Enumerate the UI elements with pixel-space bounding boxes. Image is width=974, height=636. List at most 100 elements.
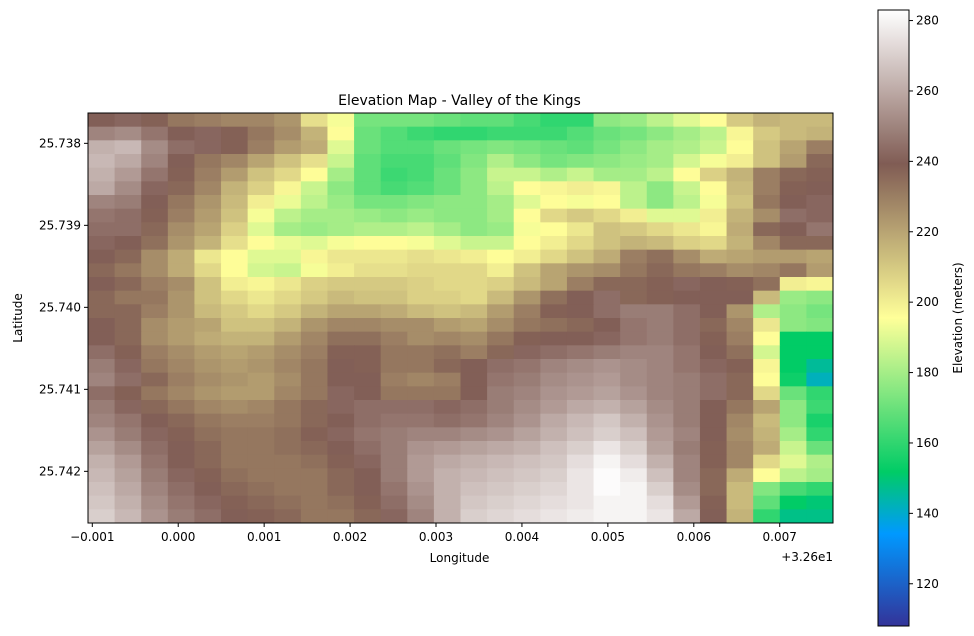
heatmap-cell <box>726 386 754 401</box>
heatmap-cell <box>513 113 541 128</box>
heatmap-cell <box>221 331 249 346</box>
heatmap-cell <box>433 318 461 333</box>
heatmap-cell <box>327 181 355 196</box>
heatmap-cell <box>779 454 807 469</box>
heatmap-cell <box>221 359 249 374</box>
heatmap-cell <box>487 208 515 223</box>
heatmap-cell <box>487 345 515 360</box>
heatmap-cell <box>221 290 249 305</box>
heatmap-cell <box>247 468 275 483</box>
heatmap-cell <box>247 208 275 223</box>
heatmap-cell <box>779 154 807 169</box>
heatmap-cell <box>620 495 648 510</box>
heatmap-cell <box>221 509 249 524</box>
heatmap-cell <box>593 509 621 524</box>
heatmap-cell <box>167 468 195 483</box>
heatmap-cell <box>141 318 169 333</box>
heatmap-cell <box>354 468 382 483</box>
heatmap-cell <box>460 400 488 415</box>
heatmap-cell <box>327 167 355 182</box>
heatmap-cell <box>566 263 595 278</box>
colorbar-label: Elevation (meters) <box>951 262 965 373</box>
heatmap-cell <box>566 441 595 456</box>
heatmap-cell <box>407 359 435 374</box>
heatmap-cell <box>620 277 648 292</box>
heatmap-cell <box>487 331 515 346</box>
heatmap-cell <box>354 195 382 210</box>
heatmap-cell <box>380 140 408 155</box>
heatmap-cell <box>300 154 328 169</box>
heatmap-cell <box>806 222 834 237</box>
heatmap-cell <box>779 140 807 155</box>
colorbar-tick-label: 220 <box>916 225 939 239</box>
heatmap-cell <box>566 318 595 333</box>
heatmap-cell <box>460 468 488 483</box>
heatmap-cell <box>274 359 302 374</box>
heatmap-cell <box>806 372 834 387</box>
heatmap-cell <box>593 359 621 374</box>
heatmap-cell <box>646 249 674 264</box>
heatmap-cell <box>620 304 648 319</box>
heatmap-cell <box>646 509 674 524</box>
heatmap-cell <box>300 359 328 374</box>
heatmap-cell <box>407 290 435 305</box>
heatmap-cell <box>221 154 249 169</box>
heatmap-cell <box>194 468 222 483</box>
heatmap-cell <box>300 482 328 497</box>
heatmap-cell <box>806 249 834 264</box>
heatmap-cell <box>726 113 754 128</box>
heatmap-cell <box>806 140 834 155</box>
heatmap-cell <box>354 263 382 278</box>
colorbar <box>877 9 910 627</box>
heatmap-cell <box>699 140 728 155</box>
heatmap-cell <box>380 154 408 169</box>
heatmap-cell <box>247 195 275 210</box>
heatmap-cell <box>593 290 621 305</box>
heatmap-cell <box>433 509 461 524</box>
heatmap-cell <box>753 427 781 442</box>
heatmap-cell <box>673 222 701 237</box>
heatmap-cell <box>433 140 461 155</box>
heatmap-cell <box>753 154 781 169</box>
heatmap-cell <box>327 208 355 223</box>
heatmap-cell <box>327 222 355 237</box>
heatmap-cell <box>300 441 328 456</box>
heatmap-cell <box>114 359 142 374</box>
heatmap-cell <box>88 140 116 155</box>
heatmap-cell <box>194 372 222 387</box>
heatmap-cell <box>114 454 142 469</box>
heatmap-cell <box>247 331 275 346</box>
heatmap-cell <box>167 509 195 524</box>
heatmap-cell <box>433 386 461 401</box>
heatmap-cell <box>327 509 355 524</box>
heatmap-cell <box>726 208 754 223</box>
heatmap-cell <box>540 454 568 469</box>
heatmap-cell <box>513 195 541 210</box>
heatmap-cell <box>194 263 222 278</box>
heatmap-cell <box>114 195 142 210</box>
heatmap-cell <box>194 386 222 401</box>
heatmap-cell <box>620 181 648 196</box>
heatmap-cell <box>513 509 541 524</box>
heatmap-cell <box>593 482 621 497</box>
heatmap-cell <box>566 277 595 292</box>
heatmap-cell <box>673 181 701 196</box>
heatmap-cell <box>806 359 834 374</box>
heatmap-cell <box>673 113 701 128</box>
heatmap-cell <box>407 400 435 415</box>
x-tick-label: 0.004 <box>505 530 539 544</box>
heatmap-cell <box>433 359 461 374</box>
heatmap-cell <box>327 441 355 456</box>
heatmap-cell <box>540 495 568 510</box>
heatmap-cell <box>300 140 328 155</box>
heatmap-cell <box>194 126 222 141</box>
heatmap-cell <box>221 400 249 415</box>
heatmap-cell <box>487 482 515 497</box>
heatmap-cell <box>673 208 701 223</box>
heatmap-cell <box>354 277 382 292</box>
heatmap-cell <box>433 154 461 169</box>
heatmap-cell <box>753 304 781 319</box>
heatmap-cell <box>753 359 781 374</box>
heatmap-cell <box>487 400 515 415</box>
heatmap-cell <box>433 126 461 141</box>
